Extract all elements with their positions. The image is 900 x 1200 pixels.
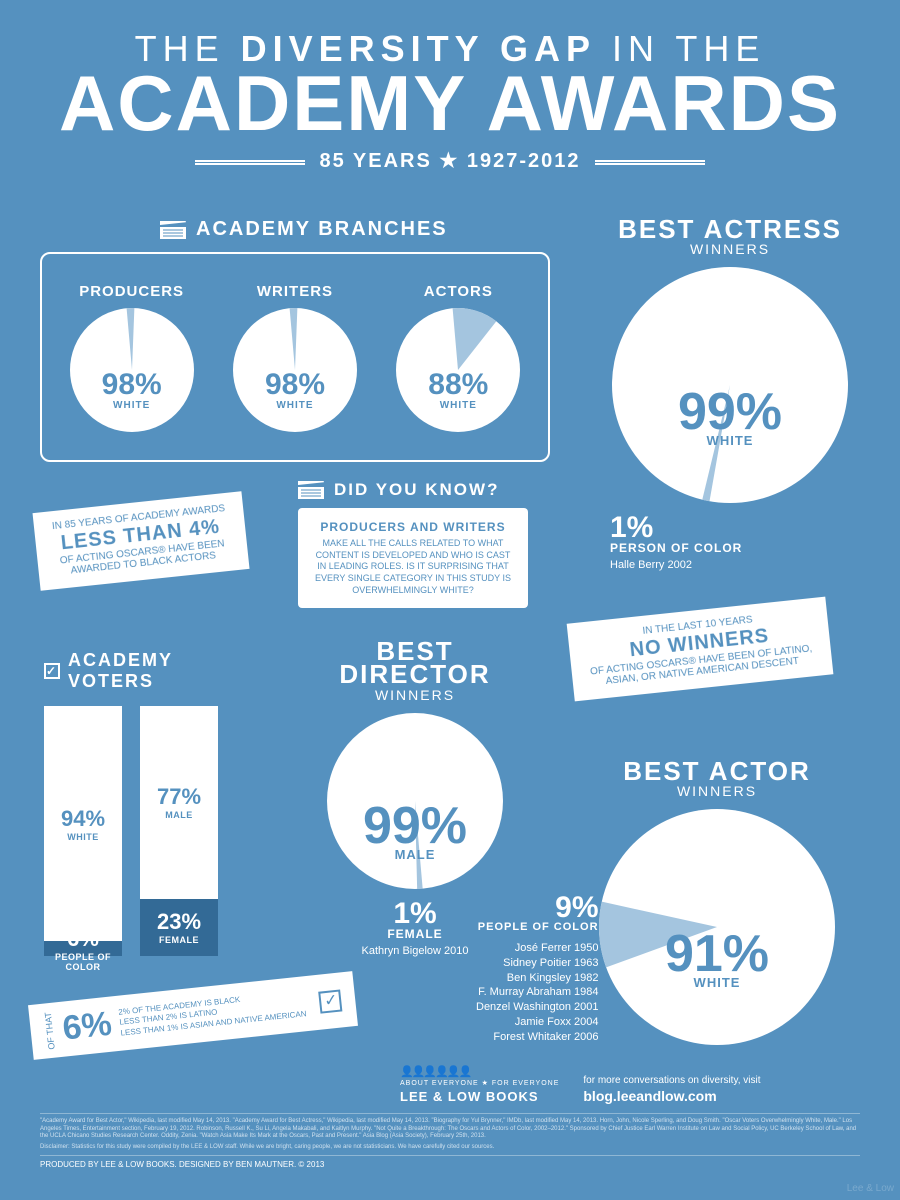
actor-list-item: Sidney Poitier 1963 xyxy=(476,956,599,971)
footer-disclaimer: Disclaimer: Statistics for this study we… xyxy=(40,1144,860,1152)
footer-blog: blog.leeandlow.com xyxy=(583,1088,760,1106)
best_director-pct: 99%MALE xyxy=(363,804,467,862)
people-icon: 👤👤👤👤👤👤 xyxy=(400,1066,559,1080)
best-director-title: BEST DIRECTOR xyxy=(300,640,530,687)
footer-rule-2 xyxy=(40,1155,860,1156)
banner-no-winners: IN THE LAST 10 YEARS NO WINNERS OF ACTIN… xyxy=(567,597,834,701)
voters-bars: 94%WHITE 6%PEOPLE OF COLOR77%MALE 23%FEM… xyxy=(44,706,254,956)
branch-pie: 98%WHITE xyxy=(233,308,357,432)
of-that-lines: 2% OF THE ACADEMY IS BLACK LESS THAN 2% … xyxy=(118,988,307,1039)
checkbox-icon xyxy=(318,989,342,1013)
footer-blog-pre: for more conversations on diversity, vis… xyxy=(583,1075,760,1088)
best-director-subtitle: WINNERS xyxy=(300,687,530,703)
academy-voters: ✓ ACADEMY VOTERS 94%WHITE 6%PEOPLE OF CO… xyxy=(44,650,254,956)
dyk-box-title: PRODUCERS AND WRITERS xyxy=(312,520,514,534)
best-actor-pie: 91%WHITE xyxy=(599,809,835,1045)
branch-label: ACTORS xyxy=(396,283,520,300)
brand-block: 👤👤👤👤👤👤 ABOUT EVERYONE ★ FOR EVERYONE LEE… xyxy=(400,1066,559,1105)
footer: 👤👤👤👤👤👤 ABOUT EVERYONE ★ FOR EVERYONE LEE… xyxy=(40,1066,860,1170)
title-line2: ACADEMY AWARDS xyxy=(0,66,900,140)
voters-header-text: ACADEMY VOTERS xyxy=(68,650,254,692)
best-actress-title: BEST ACTRESS xyxy=(590,218,870,241)
branch-writers: WRITERS 98%WHITE xyxy=(233,283,357,432)
best-actress-minor-pct: 1% xyxy=(610,514,870,541)
best-actor-title: BEST ACTOR xyxy=(562,760,872,783)
footer-brand-row: 👤👤👤👤👤👤 ABOUT EVERYONE ★ FOR EVERYONE LEE… xyxy=(40,1066,860,1105)
branch-label: PRODUCERS xyxy=(70,283,194,300)
best_actress-pct: 99%WHITE xyxy=(678,390,782,448)
bar-bottom: 23%FEMALE xyxy=(140,899,218,957)
best_actor-pct: 91%WHITE xyxy=(665,932,769,990)
voter-bar: 77%MALE 23%FEMALE xyxy=(140,706,218,956)
branch-producers: PRODUCERS 98%WHITE xyxy=(70,283,194,432)
of-that-pct: 6% xyxy=(61,1005,114,1049)
branches-box: PRODUCERS 98%WHITE WRITERS 98%WHITE ACTO… xyxy=(40,252,550,462)
branch-label: WRITERS xyxy=(233,283,357,300)
best-actor: BEST ACTOR WINNERS 91%WHITE xyxy=(562,760,872,1050)
title-block: THE DIVERSITY GAP IN THE ACADEMY AWARDS … xyxy=(0,0,900,173)
dyk-box: PRODUCERS AND WRITERS MAKE ALL THE CALLS… xyxy=(298,508,528,608)
best-actress: BEST ACTRESS WINNERS 99%WHITE 1% PERSON … xyxy=(590,218,870,571)
best-actor-minor-label: PEOPLE OF COLOR xyxy=(476,920,599,935)
footer-brand: LEE & LOW BOOKS xyxy=(400,1089,559,1105)
clapboard-icon xyxy=(160,221,186,239)
banner-4pct: IN 85 YEARS OF ACADEMY AWARDS LESS THAN … xyxy=(33,491,250,590)
actor-list-item: Forest Whitaker 2006 xyxy=(476,1030,599,1045)
bar-top: 94%WHITE xyxy=(44,706,122,941)
did-you-know: DID YOU KNOW? PRODUCERS AND WRITERS MAKE… xyxy=(298,480,528,608)
actor-list-item: Denzel Washington 2001 xyxy=(476,1000,599,1015)
dyk-box-text: MAKE ALL THE CALLS RELATED TO WHAT CONTE… xyxy=(312,538,514,596)
branch-actors: ACTORS 88%WHITE xyxy=(396,283,520,432)
bar-top: 77%MALE xyxy=(140,706,218,899)
blog-block: for more conversations on diversity, vis… xyxy=(583,1075,760,1105)
of-that-banner: OF THAT 6% 2% OF THE ACADEMY IS BLACK LE… xyxy=(28,971,358,1060)
best-director-pie: 99%MALE xyxy=(327,713,503,889)
subtitle: 85 YEARS ★ 1927-2012 xyxy=(319,148,580,173)
image-credit: Lee & Low xyxy=(847,1183,894,1194)
best-actress-pie: 99%WHITE xyxy=(612,267,848,503)
best-actress-minor: 1% PERSON OF COLOR Halle Berry 2002 xyxy=(610,514,870,571)
footer-tag: ABOUT EVERYONE ★ FOR EVERYONE xyxy=(400,1080,559,1089)
branch-pct: 98%WHITE xyxy=(102,372,162,411)
best-actress-minor-label: PERSON OF COLOR xyxy=(610,541,870,555)
rule-left xyxy=(195,160,305,162)
best-actor-list: 9% PEOPLE OF COLOR José Ferrer 1950Sidne… xyxy=(476,896,599,1045)
branches-header: ACADEMY BRANCHES xyxy=(160,218,448,241)
best-actress-minor-name: Halle Berry 2002 xyxy=(610,559,870,571)
actor-list-item: Ben Kingsley 1982 xyxy=(476,971,599,986)
dyk-header-text: DID YOU KNOW? xyxy=(334,480,499,500)
bar-bottom: 6%PEOPLE OF COLOR xyxy=(44,941,122,956)
branch-pct: 88%WHITE xyxy=(428,372,488,411)
checkbox-icon: ✓ xyxy=(44,663,60,679)
footer-rule xyxy=(40,1113,860,1114)
rule-right xyxy=(595,160,705,162)
dyk-header: DID YOU KNOW? xyxy=(298,480,528,500)
footer-produced: PRODUCED BY LEE & LOW BOOKS. DESIGNED BY… xyxy=(40,1160,860,1170)
branch-pct: 98%WHITE xyxy=(265,372,325,411)
actor-list-item: José Ferrer 1950 xyxy=(476,941,599,956)
branches-header-text: ACADEMY BRANCHES xyxy=(196,218,448,241)
actor-list-item: F. Murray Abraham 1984 xyxy=(476,985,599,1000)
actor-list-item: Jamie Foxx 2004 xyxy=(476,1015,599,1030)
subtitle-row: 85 YEARS ★ 1927-2012 xyxy=(0,148,900,173)
best-actor-subtitle: WINNERS xyxy=(562,783,872,799)
branch-pie: 98%WHITE xyxy=(70,308,194,432)
branch-pie: 88%WHITE xyxy=(396,308,520,432)
footer-sources: "Academy Award for Best Actor," Wikipedi… xyxy=(40,1118,860,1141)
voters-header: ✓ ACADEMY VOTERS xyxy=(44,650,254,692)
of-that-prefix: OF THAT xyxy=(43,1011,57,1050)
best-actor-minor-pct: 9% xyxy=(476,896,599,920)
clapboard-icon xyxy=(298,481,324,499)
voter-bar: 94%WHITE 6%PEOPLE OF COLOR xyxy=(44,706,122,956)
